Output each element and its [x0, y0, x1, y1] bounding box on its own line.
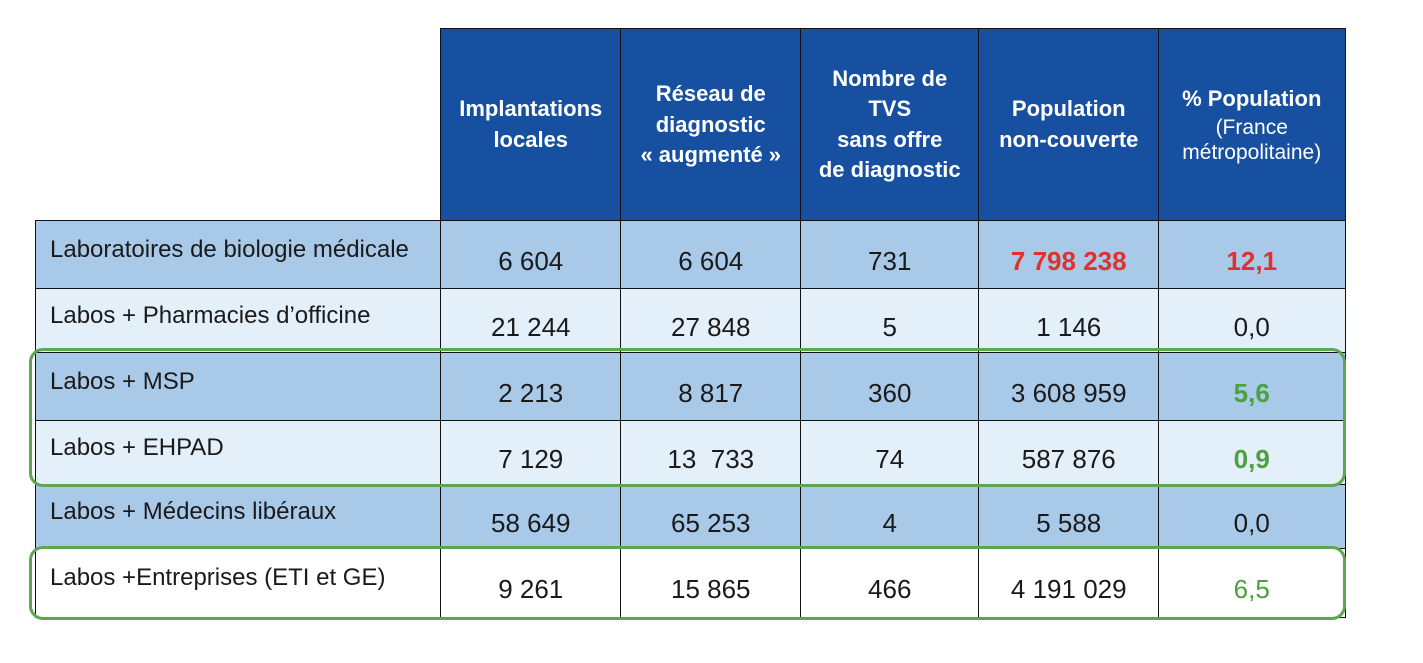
cell-reseau: 6 604	[620, 220, 802, 290]
cell-percent: 0,9	[1158, 420, 1346, 486]
cell-percent: 12,1	[1158, 220, 1346, 290]
col-header-tvs: Nombre de TVS sans offre de diagnostic	[800, 28, 980, 222]
cell-reseau: 15 865	[620, 548, 802, 618]
cell-reseau: 13 733	[620, 420, 802, 486]
cell-population: 5 588	[978, 484, 1160, 550]
cell-population: 587 876	[978, 420, 1160, 486]
cell-tvs: 5	[800, 288, 980, 354]
header-text: locales	[493, 126, 569, 152]
col-header-reseau: Réseau de diagnostic « augmenté »	[620, 28, 802, 222]
header-text: % Population	[1182, 86, 1322, 112]
row-label: Labos + MSP	[35, 352, 442, 422]
cell-percent: 0,0	[1158, 484, 1346, 550]
cell-implantations: 7 129	[440, 420, 622, 486]
header-text: Nombre de	[832, 66, 948, 92]
cell-tvs: 466	[800, 548, 980, 618]
header-text: non-couverte	[999, 126, 1139, 152]
header-subtext: métropolitaine)	[1182, 140, 1322, 164]
cell-implantations: 6 604	[440, 220, 622, 290]
cell-implantations: 21 244	[440, 288, 622, 354]
cell-population: 4 191 029	[978, 548, 1160, 618]
cell-tvs: 731	[800, 220, 980, 290]
row-label: Laboratoires de biologie médicale	[35, 220, 442, 290]
header-text: « augmenté »	[640, 141, 782, 167]
cell-percent: 5,6	[1158, 352, 1346, 422]
cell-population: 3 608 959	[978, 352, 1160, 422]
row-label: Labos +Entreprises (ETI et GE)	[35, 548, 442, 618]
header-text: Population	[1011, 96, 1126, 122]
cell-percent: 0,0	[1158, 288, 1346, 354]
table-corner	[35, 28, 442, 222]
header-text: de diagnostic	[818, 157, 961, 183]
row-label: Labos + EHPAD	[35, 420, 442, 486]
header-text: sans offre	[837, 126, 943, 152]
row-label: Labos + Médecins libéraux	[35, 484, 442, 550]
header-subtext: (France	[1215, 115, 1288, 139]
cell-reseau: 27 848	[620, 288, 802, 354]
col-header-implantations: Implantations locales	[440, 28, 622, 222]
col-header-percent: % Population (France métropolitaine)	[1158, 28, 1346, 222]
header-text: diagnostic	[655, 111, 766, 137]
cell-implantations: 2 213	[440, 352, 622, 422]
data-table: Implantations locales Réseau de diagnost…	[35, 28, 1346, 618]
header-text: Réseau de	[655, 81, 766, 107]
cell-reseau: 65 253	[620, 484, 802, 550]
cell-tvs: 74	[800, 420, 980, 486]
cell-population: 1 146	[978, 288, 1160, 354]
cell-reseau: 8 817	[620, 352, 802, 422]
header-text: Implantations	[459, 96, 603, 122]
cell-population: 7 798 238	[978, 220, 1160, 290]
col-header-population: Population non-couverte	[978, 28, 1160, 222]
cell-percent: 6,5	[1158, 548, 1346, 618]
cell-implantations: 58 649	[440, 484, 622, 550]
cell-implantations: 9 261	[440, 548, 622, 618]
cell-tvs: 360	[800, 352, 980, 422]
row-label: Labos + Pharmacies d’officine	[35, 288, 442, 354]
header-text: TVS	[868, 96, 912, 122]
cell-tvs: 4	[800, 484, 980, 550]
